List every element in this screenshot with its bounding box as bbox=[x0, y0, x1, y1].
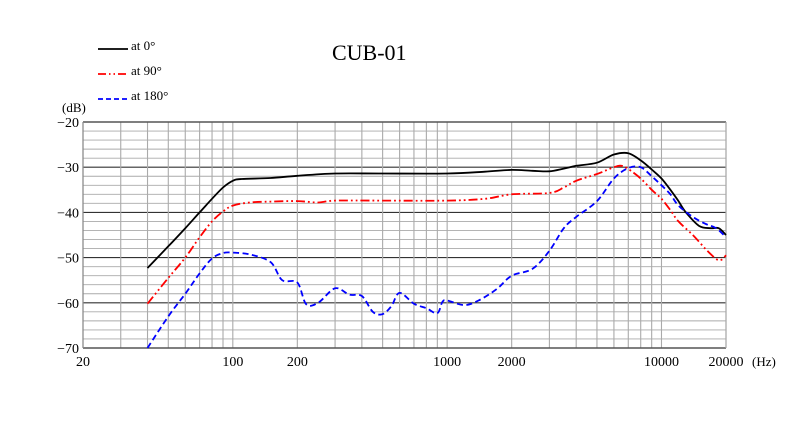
x-tick-label: 100 bbox=[222, 355, 243, 370]
legend-swatch-dashdot-icon bbox=[98, 73, 128, 75]
x-tick-label: 1000 bbox=[433, 355, 461, 370]
y-axis-label: (dB) bbox=[62, 100, 86, 115]
x-tick-label: 10000 bbox=[644, 355, 679, 370]
y-tick-label: −50 bbox=[57, 252, 79, 267]
x-tick-label: 2000 bbox=[498, 355, 526, 370]
series-line-1 bbox=[146, 164, 727, 305]
series-line-2 bbox=[146, 165, 727, 349]
x-tick-label: 20 bbox=[76, 355, 90, 370]
legend-swatch-dashed-icon bbox=[98, 98, 128, 100]
x-tick-label: 20000 bbox=[709, 355, 744, 370]
legend-label: at 0° bbox=[131, 38, 156, 53]
x-tick-label: 200 bbox=[287, 355, 308, 370]
series-line-0 bbox=[146, 151, 727, 269]
legend-swatch-solid-icon bbox=[98, 48, 128, 50]
x-axis-label: (Hz) bbox=[752, 354, 776, 369]
chart-title: CUB-01 bbox=[332, 40, 407, 65]
legend-label: at 180° bbox=[131, 88, 169, 103]
legend-label: at 90° bbox=[131, 63, 162, 78]
y-tick-label: −40 bbox=[57, 206, 79, 221]
y-tick-label: −20 bbox=[57, 116, 79, 131]
y-tick-label: −60 bbox=[57, 297, 79, 312]
y-tick-label: −30 bbox=[57, 161, 79, 176]
y-tick-label: −70 bbox=[57, 342, 79, 357]
